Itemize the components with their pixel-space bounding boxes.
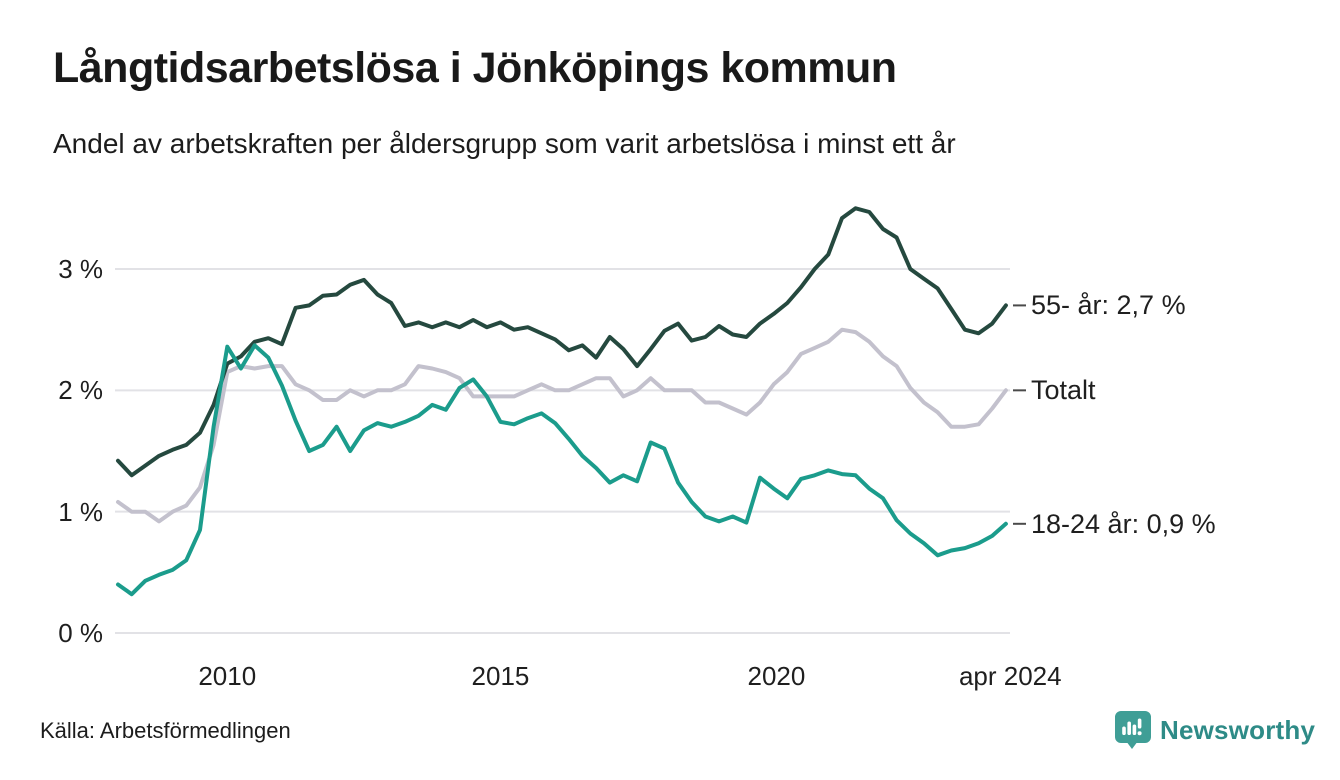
series-label-18-24: 18-24 år: 0,9 % [1031,508,1216,539]
page-title: Långtidsarbetslösa i Jönköpings kommun [53,44,897,92]
y-tick-label: 0 % [58,618,103,648]
newsworthy-wordmark: Newsworthy [1160,714,1316,745]
x-tick-label: apr 2024 [958,661,1062,691]
series-label-55: 55- år: 2,7 % [1031,290,1186,321]
gridlines [115,268,1010,634]
series-line-18-24-r [116,343,1008,597]
series-label-total: Totalt [1031,375,1096,406]
newsworthy-logo: Newsworthy [1114,710,1315,750]
y-tick-label: 1 % [58,496,103,527]
y-tick-label: 2 % [58,375,103,406]
newsworthy-icon [1115,711,1151,749]
x-tick-label: 2015 [471,661,530,691]
x-tick-label: 2010 [198,661,257,691]
series-line-55-r [116,206,1008,478]
source-note: Källa: Arbetsförmedlingen [40,718,291,743]
series-line-Totalt [116,327,1008,524]
y-tick-label: 3 % [58,254,103,284]
x-tick-label: 2020 [747,661,806,691]
chart-subtitle: Andel av arbetskraften per åldersgrupp s… [53,128,956,159]
